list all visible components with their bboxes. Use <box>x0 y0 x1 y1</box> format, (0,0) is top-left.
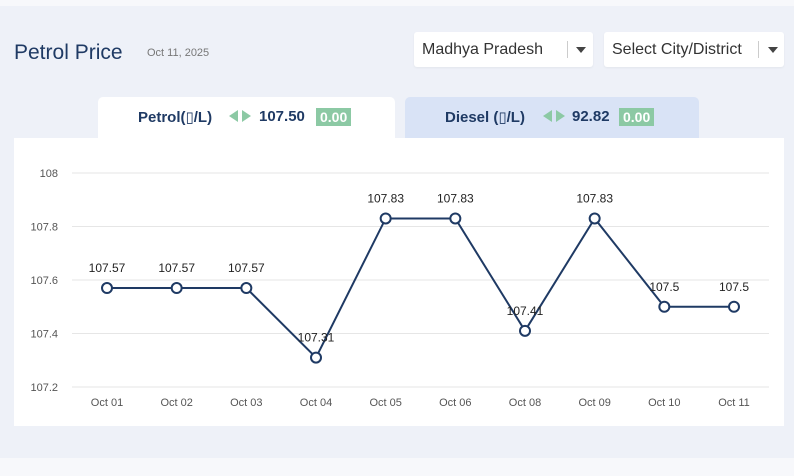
data-point <box>449 212 462 225</box>
tab-petrol-change-badge: 0.00 <box>316 108 352 126</box>
data-label: 107.5 <box>649 280 679 294</box>
x-tick-label: Oct 10 <box>648 397 680 409</box>
series-line <box>107 216 734 360</box>
x-tick-label: Oct 08 <box>509 397 541 409</box>
x-tick-label: Oct 04 <box>300 397 332 409</box>
y-tick-label: 107.8 <box>30 222 58 234</box>
data-point <box>170 282 183 295</box>
x-tick-label: Oct 01 <box>91 397 123 409</box>
state-select-value: Madhya Pradesh <box>422 41 543 58</box>
price-chart-panel: 108 107.8 107.6 107.4 107.2 Oct 01 Oct 02 Oct 0… <box>14 138 784 426</box>
data-label: 107.83 <box>367 191 404 205</box>
x-tick-label: Oct 02 <box>160 397 192 409</box>
data-label: 107.57 <box>158 261 195 275</box>
x-tick-label: Oct 03 <box>230 397 262 409</box>
data-label: 107.83 <box>576 191 613 205</box>
tab-petrol[interactable]: Petrol(▯/L) 107.50 0.00 <box>98 97 395 138</box>
tab-petrol-price: 107.50 <box>259 108 305 125</box>
data-label: 107.57 <box>89 261 126 275</box>
page-title: Petrol Price <box>14 41 123 64</box>
x-tick-label: Oct 11 <box>718 397 750 409</box>
data-point <box>101 282 113 295</box>
caret-down-icon[interactable] <box>768 47 778 53</box>
x-tick-label: Oct 05 <box>369 397 401 409</box>
data-label: 107.83 <box>437 191 474 205</box>
y-tick-label: 107.6 <box>30 275 58 287</box>
data-point <box>728 300 740 313</box>
select-divider <box>567 41 568 58</box>
price-line-chart: 108 107.8 107.6 107.4 107.2 Oct 01 Oct 02 Oct 0… <box>30 168 769 409</box>
data-point <box>588 212 601 225</box>
next-section-strip <box>0 458 794 476</box>
previous-section-strip <box>0 0 794 6</box>
x-tick-label: Oct 06 <box>439 397 471 409</box>
data-point <box>658 300 671 313</box>
data-point <box>310 351 322 364</box>
x-tick-label: Oct 09 <box>578 397 610 409</box>
city-select-value: Select City/District <box>612 41 742 58</box>
tab-diesel-price: 92.82 <box>572 108 610 125</box>
y-tick-label: 108 <box>40 168 58 180</box>
tab-petrol-label: Petrol(▯/L) <box>138 109 213 126</box>
data-point <box>379 212 392 225</box>
data-label: 107.5 <box>719 280 749 294</box>
data-label: 107.41 <box>507 304 544 318</box>
caret-down-icon[interactable] <box>576 47 586 53</box>
tab-diesel-change-badge: 0.00 <box>619 108 655 126</box>
data-point <box>519 324 531 337</box>
left-right-arrows-icon <box>543 110 565 122</box>
tab-diesel-label: Diesel (▯/L) <box>445 109 525 126</box>
tab-diesel[interactable]: Diesel (▯/L) 92.82 0.00 <box>405 97 699 138</box>
price-date: Oct 11, 2025 <box>147 47 210 59</box>
left-right-arrows-icon <box>229 110 251 122</box>
data-label: 107.31 <box>298 331 335 345</box>
data-label: 107.57 <box>228 261 265 275</box>
select-divider <box>758 41 759 58</box>
y-tick-label: 107.2 <box>30 382 58 394</box>
data-point <box>240 282 253 295</box>
y-tick-label: 107.4 <box>30 329 58 341</box>
state-select[interactable]: Madhya Pradesh <box>414 32 593 67</box>
city-select[interactable]: Select City/District <box>604 32 784 67</box>
